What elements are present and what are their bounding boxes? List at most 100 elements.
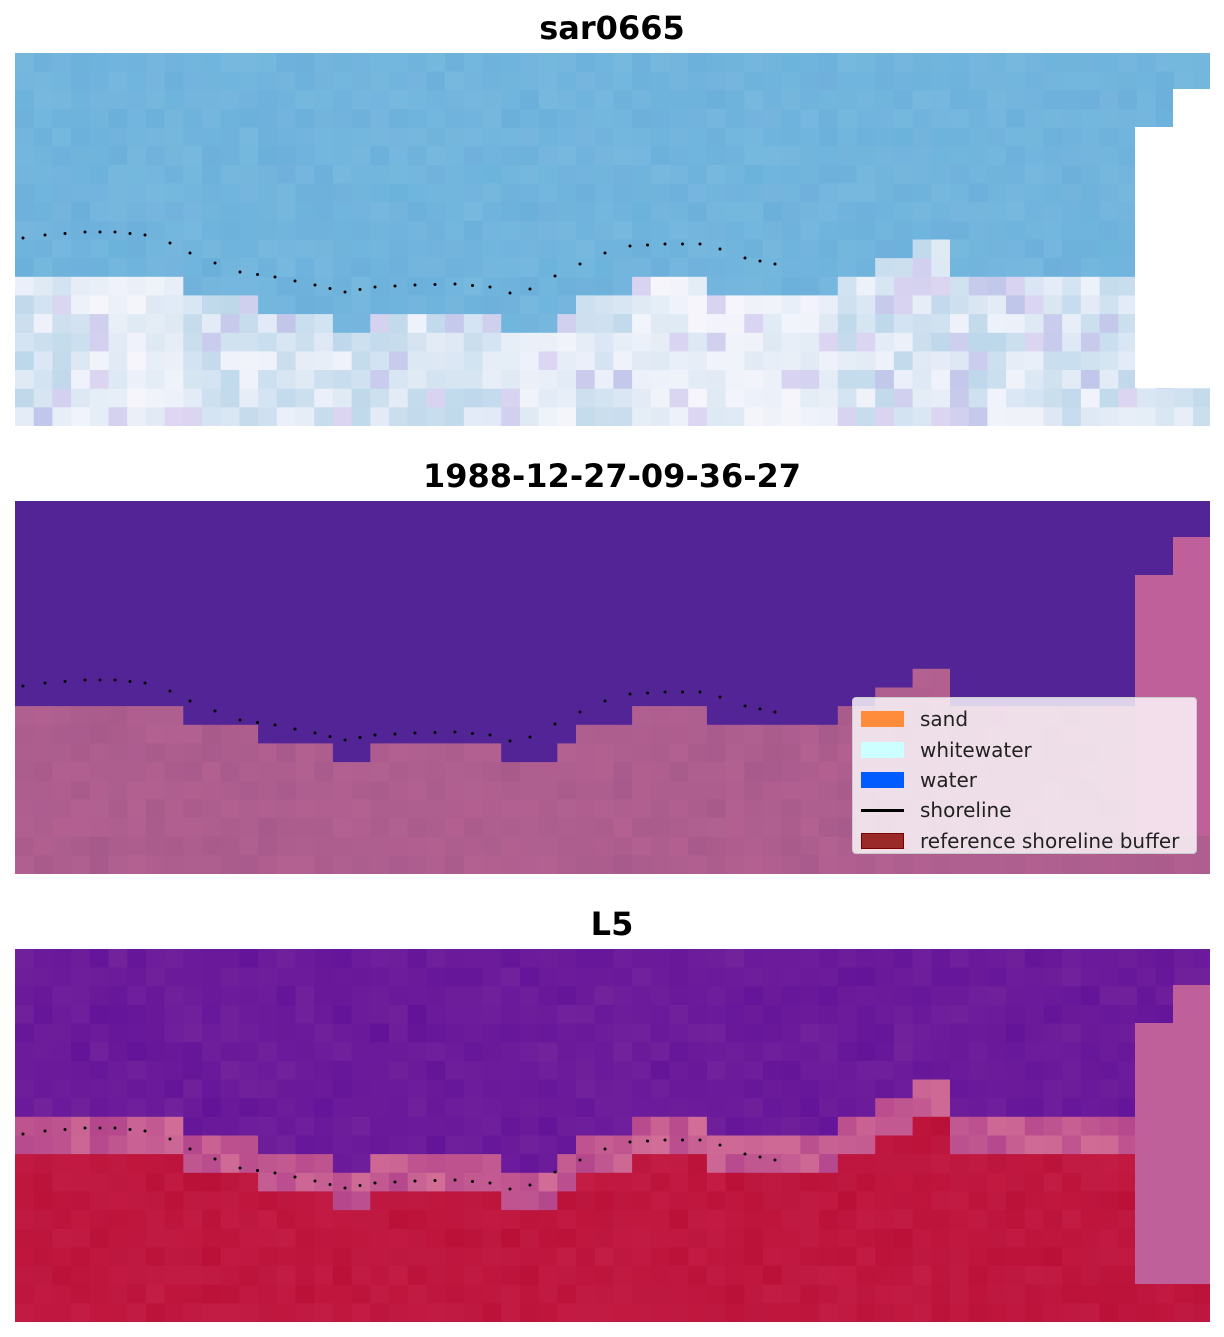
pixel-cell bbox=[463, 220, 484, 241]
pixel-cell bbox=[127, 164, 147, 185]
pixel-cell bbox=[202, 538, 222, 558]
pixel-cell bbox=[445, 836, 465, 856]
pixel-cell bbox=[912, 220, 932, 241]
pixel-cell bbox=[800, 146, 820, 166]
pixel-cell bbox=[837, 1191, 858, 1211]
pixel-cell bbox=[295, 668, 315, 689]
pixel-cell bbox=[519, 949, 540, 969]
pixel-cell bbox=[183, 650, 203, 670]
pixel-cell bbox=[108, 183, 128, 203]
pixel-cell bbox=[71, 1023, 91, 1043]
pixel-cell bbox=[763, 388, 783, 408]
pixel-cell bbox=[351, 594, 371, 614]
pixel-cell bbox=[389, 631, 409, 651]
pixel-cell bbox=[295, 183, 315, 203]
pixel-cell bbox=[351, 1060, 371, 1081]
pixel-cell bbox=[576, 351, 596, 371]
pixel-cell bbox=[389, 1284, 409, 1304]
pixel-cell bbox=[819, 668, 839, 689]
pixel-cell bbox=[1006, 220, 1026, 241]
pixel-cell bbox=[71, 1172, 91, 1193]
pixel-cell bbox=[950, 519, 970, 539]
pixel-cell bbox=[987, 295, 1007, 315]
pixel-cell bbox=[632, 612, 652, 633]
pixel-cell bbox=[950, 855, 970, 874]
pixel-cell bbox=[239, 71, 259, 91]
pixel-cell bbox=[351, 183, 371, 203]
pixel-cell bbox=[220, 370, 240, 390]
pixel-cell bbox=[15, 631, 35, 651]
pixel-cell bbox=[33, 239, 53, 259]
pixel-cell bbox=[239, 1210, 259, 1230]
pixel-cell bbox=[89, 1154, 110, 1174]
pixel-cell bbox=[912, 388, 932, 408]
pixel-cell bbox=[538, 612, 558, 633]
pixel-cell bbox=[71, 967, 91, 987]
pixel-cell bbox=[1062, 1210, 1082, 1230]
shoreline-point bbox=[21, 684, 25, 688]
pixel-cell bbox=[688, 108, 708, 129]
pixel-cell bbox=[220, 1154, 240, 1174]
pixel-cell bbox=[744, 949, 764, 969]
pixel-cell bbox=[725, 1210, 745, 1230]
pixel-cell bbox=[519, 1004, 540, 1025]
pixel-cell bbox=[1043, 127, 1063, 147]
pixel-cell bbox=[706, 818, 727, 838]
pixel-cell bbox=[145, 855, 166, 874]
pixel-cell bbox=[1043, 90, 1063, 110]
pixel-cell bbox=[183, 836, 203, 856]
pixel-cell bbox=[706, 1284, 727, 1304]
pixel-cell bbox=[613, 1210, 633, 1230]
pixel-cell bbox=[819, 1210, 839, 1230]
pixel-cell bbox=[1118, 1042, 1138, 1062]
pixel-cell bbox=[669, 631, 689, 651]
pixel-cell bbox=[501, 668, 521, 689]
pixel-cell bbox=[463, 164, 484, 185]
shoreline-point bbox=[358, 1184, 362, 1187]
shoreline-point bbox=[698, 1138, 702, 1142]
pixel-cell bbox=[351, 1154, 371, 1174]
pixel-cell bbox=[108, 1098, 128, 1118]
pixel-cell bbox=[220, 724, 240, 745]
pixel-cell bbox=[819, 780, 839, 801]
pixel-cell bbox=[258, 762, 278, 782]
pixel-cell bbox=[669, 108, 689, 129]
pixel-cell bbox=[650, 631, 671, 651]
pixel-cell bbox=[987, 594, 1007, 614]
pixel-cell bbox=[52, 295, 72, 315]
pixel-cell bbox=[594, 724, 614, 745]
pixel-cell bbox=[557, 799, 577, 819]
pixel-cell bbox=[220, 836, 240, 856]
pixel-cell bbox=[108, 71, 128, 91]
pixel-cell bbox=[763, 501, 783, 521]
pixel-cell bbox=[557, 146, 577, 166]
pixel-cell bbox=[538, 1191, 558, 1211]
pixel-cell bbox=[389, 1060, 409, 1081]
pixel-cell bbox=[1006, 1284, 1026, 1304]
pixel-cell bbox=[15, 1098, 35, 1118]
pixel-cell bbox=[1043, 1228, 1063, 1249]
pixel-cell bbox=[71, 650, 91, 670]
pixel-cell bbox=[837, 986, 858, 1006]
pixel-cell bbox=[893, 967, 914, 987]
pixel-cell bbox=[763, 818, 783, 838]
pixel-cell bbox=[15, 407, 35, 426]
pixel-cell bbox=[632, 202, 652, 222]
pixel-cell bbox=[239, 1284, 259, 1304]
pixel-cell bbox=[239, 519, 259, 539]
pixel-cell bbox=[145, 1042, 166, 1062]
pixel-cell bbox=[202, 1247, 222, 1267]
pixel-cell bbox=[445, 650, 465, 670]
pixel-cell bbox=[613, 239, 633, 259]
pixel-cell bbox=[950, 1154, 970, 1174]
pixel-cell bbox=[725, 986, 745, 1006]
pixel-cell bbox=[52, 108, 72, 129]
pixel-cell bbox=[1062, 388, 1082, 408]
pixel-cell bbox=[89, 1060, 110, 1081]
pixel-cell bbox=[819, 575, 839, 595]
pixel-cell bbox=[1062, 332, 1082, 353]
pixel-cell bbox=[239, 855, 259, 874]
pixel-cell bbox=[688, 1210, 708, 1230]
pixel-cell bbox=[239, 650, 259, 670]
pixel-cell bbox=[220, 612, 240, 633]
